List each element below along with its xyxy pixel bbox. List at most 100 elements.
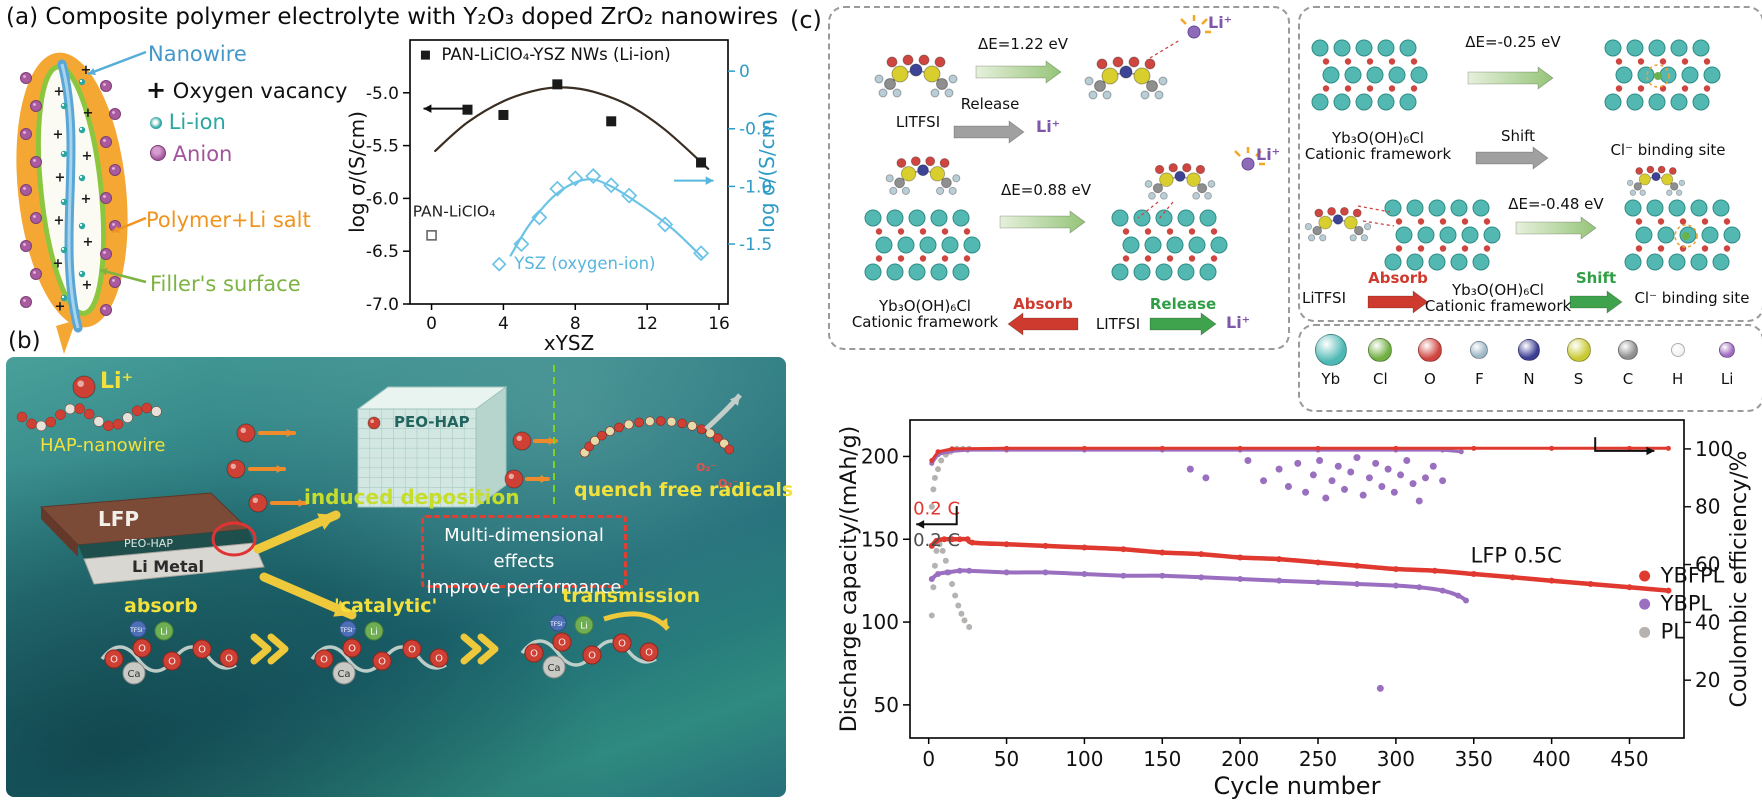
cl-atom-icon bbox=[1368, 338, 1393, 362]
b-o2-radical-1: O₂⁻ bbox=[696, 461, 716, 474]
svg-text:PAN-LiClO₄: PAN-LiClO₄ bbox=[413, 202, 496, 220]
c2-clsite-row1-text: Cl⁻ binding site bbox=[1610, 141, 1726, 159]
svg-text:150: 150 bbox=[1143, 747, 1181, 771]
svg-text:YBPL: YBPL bbox=[1660, 591, 1713, 615]
b-limetal-label: Li Metal bbox=[132, 557, 204, 576]
c1-li-row1: Li⁺ bbox=[1036, 117, 1060, 136]
legend-li-ion-label: Li-ion bbox=[168, 110, 226, 134]
atom-legend: Yb Cl O F N S C H Li bbox=[1298, 324, 1760, 408]
b-effects-line1: Multi-dimensional effects bbox=[444, 525, 604, 573]
series-Li-ion-fit bbox=[434, 86, 710, 170]
cycling-chart: 0 50 100 150 200 250 300 350 400 450 50 100 150 200 20… bbox=[837, 410, 1758, 802]
c2-shift-row2: Shift bbox=[1566, 269, 1626, 287]
svg-text:450: 450 bbox=[1610, 747, 1648, 771]
svg-text:YBFPL: YBFPL bbox=[1660, 563, 1725, 587]
li-ion-dot-icon bbox=[150, 117, 162, 129]
c1-litfsi-bottom: LITFSI bbox=[1083, 315, 1153, 333]
c1-release-bottom: Release bbox=[1146, 295, 1220, 313]
b-peohap-cube-text: PEO-HAP bbox=[394, 413, 470, 431]
atom-legend-item-Yb: Yb bbox=[1314, 334, 1348, 388]
svg-text:+: + bbox=[55, 300, 66, 315]
atom-legend-label: S bbox=[1573, 370, 1584, 388]
b-o2-radical-1-text: O₂⁻ bbox=[696, 461, 716, 474]
panel-c-top: Yb Cl O F N S C H Li ΔE=1.22 eV Li⁺ LITFSI Relea… bbox=[828, 6, 1762, 412]
c1-framework1-text: Yb₃O(OH)₆Cl bbox=[879, 297, 971, 315]
atom-legend-label: Li bbox=[1720, 370, 1734, 388]
c2-shift-row1: Shift bbox=[1483, 127, 1553, 145]
svg-text:Ca: Ca bbox=[547, 663, 560, 674]
c1-release-row1: Release bbox=[950, 95, 1030, 113]
atom-legend-item-H: H bbox=[1661, 334, 1695, 388]
c2-litfsi-text: LiTFSI bbox=[1302, 289, 1346, 307]
c1-li-bottom-text: Li⁺ bbox=[1226, 313, 1251, 332]
svg-text:50: 50 bbox=[994, 747, 1019, 771]
legend-nanowire: Nanowire bbox=[148, 42, 247, 66]
b-peohap-layer-label: PEO-HAP bbox=[124, 537, 173, 550]
panel-b-label: (b) bbox=[8, 328, 41, 354]
svg-text:80: 80 bbox=[1695, 495, 1720, 519]
b-o2-radical-2-text: O₂⁻ bbox=[718, 477, 738, 490]
svg-text:100: 100 bbox=[1695, 437, 1733, 461]
svg-text:8: 8 bbox=[570, 314, 581, 334]
b-induced-text: induced deposition bbox=[304, 485, 520, 509]
svg-text:O: O bbox=[530, 649, 538, 660]
c2-framework2-row2-text: Cationic framework bbox=[1424, 297, 1572, 315]
b-quench-text: quench free radicals bbox=[574, 479, 794, 501]
series-YBPL-efficiency bbox=[929, 447, 1464, 466]
svg-text:4: 4 bbox=[498, 314, 509, 334]
c1-litfsi-row1-text: LITFSI bbox=[895, 113, 941, 131]
panel-a-title: (a) Composite polymer electrolyte with Y… bbox=[6, 4, 778, 30]
svg-text:Ca: Ca bbox=[127, 669, 140, 680]
svg-text:O: O bbox=[198, 645, 206, 656]
c2-litfsi: LiTFSI bbox=[1302, 289, 1346, 307]
conductivity-chart: 0 4 8 12 16 -5.0 -5.5 -6.0 -6.5 -7.0 0 -0.5 -1.0 -1.5… bbox=[345, 28, 786, 358]
svg-text:O: O bbox=[588, 651, 596, 662]
series-YBPL-scatter bbox=[1186, 454, 1447, 505]
b-peohap-cube-label: PEO-HAP bbox=[394, 413, 470, 431]
svg-text:-7.0: -7.0 bbox=[366, 295, 399, 315]
atom-legend-item-O: O bbox=[1413, 334, 1447, 388]
svg-text:250: 250 bbox=[1299, 747, 1337, 771]
c2-framework2-row1: Cationic framework bbox=[1296, 145, 1460, 163]
svg-text:+: + bbox=[54, 85, 65, 100]
h-atom-icon bbox=[1670, 343, 1685, 357]
c1-li-bottom: Li⁺ bbox=[1226, 313, 1251, 332]
svg-text:50: 50 bbox=[874, 693, 899, 717]
svg-text:O: O bbox=[558, 638, 566, 649]
atom-legend-label: Yb bbox=[1321, 370, 1341, 388]
svg-text:200: 200 bbox=[861, 444, 899, 468]
b-li-ion-text: Li⁺ bbox=[100, 369, 134, 394]
svg-text:TFSI⁻: TFSI⁻ bbox=[129, 627, 146, 634]
svg-text:200: 200 bbox=[1221, 747, 1259, 771]
c1-li-top: Li⁺ bbox=[1208, 13, 1232, 32]
c1-absorb: Absorb bbox=[1006, 295, 1080, 313]
c2-deltaE-bottom-text: ΔE=-0.48 eV bbox=[1508, 195, 1604, 213]
plus-icon: + bbox=[146, 76, 167, 104]
svg-text:0.2 C: 0.2 C bbox=[913, 530, 960, 551]
atom-legend-item-F: F bbox=[1462, 334, 1496, 388]
b-hap-text: HAP-nanowire bbox=[40, 435, 166, 456]
b-catalytic-text: 'catalytic' bbox=[334, 595, 438, 617]
c1-deltaE-bottom-text: ΔE=0.88 eV bbox=[1001, 181, 1091, 199]
c1-litfsi-row1: LITFSI bbox=[870, 113, 966, 131]
svg-text:+: + bbox=[83, 235, 94, 250]
legend-polymer-label: Polymer+Li salt bbox=[146, 208, 311, 232]
c1-framework1: Yb₃O(OH)₆Cl bbox=[850, 297, 1000, 315]
b-quench-label: quench free radicals bbox=[574, 479, 793, 501]
b-effects-line2: Improve performance bbox=[426, 577, 622, 599]
svg-text:log σ/(S/cm): log σ/(S/cm) bbox=[755, 111, 779, 233]
b-peohap-layer-text: PEO-HAP bbox=[124, 537, 173, 550]
legend-oxygen-vacancy: + Oxygen vacancy bbox=[146, 76, 347, 104]
c-atom-icon bbox=[1618, 340, 1639, 360]
svg-text:+: + bbox=[83, 106, 94, 121]
legend-li-ion: Li-ion bbox=[150, 110, 226, 134]
svg-text:O: O bbox=[225, 654, 233, 665]
svg-text:O: O bbox=[378, 657, 386, 668]
svg-text:O: O bbox=[110, 655, 118, 666]
legend-filler: Filler's surface bbox=[150, 272, 301, 296]
svg-text:+: + bbox=[53, 257, 64, 272]
svg-text:-6.0: -6.0 bbox=[366, 189, 399, 209]
c2-absorb: Absorb bbox=[1363, 269, 1433, 287]
panel-c-label: (c) bbox=[790, 6, 822, 34]
